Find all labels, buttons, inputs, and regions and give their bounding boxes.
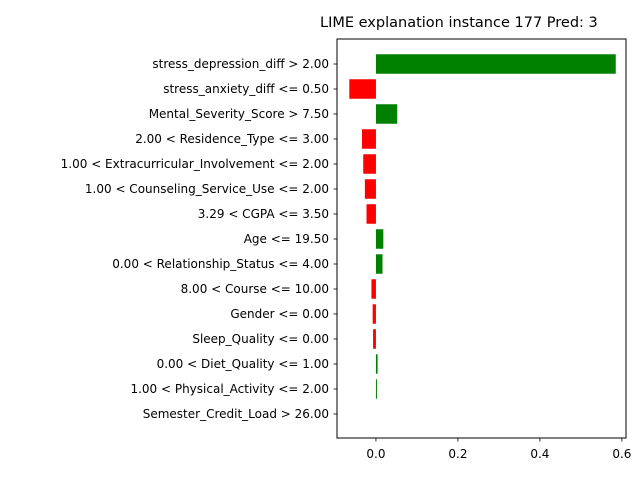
y-tick-label: Semester_Credit_Load > 26.00	[143, 407, 329, 421]
bar	[366, 204, 376, 224]
bar	[375, 254, 383, 274]
y-tick-label: 2.00 < Residence_Type <= 3.00	[135, 132, 329, 146]
bar	[375, 54, 616, 74]
x-tick-label: 0.2	[448, 447, 467, 461]
y-tick-label: 8.00 < Course <= 10.00	[181, 282, 329, 296]
y-tick-label: 0.00 < Diet_Quality <= 1.00	[157, 357, 329, 371]
y-tick-label: Mental_Severity_Score > 7.50	[149, 107, 329, 121]
bars-group	[349, 54, 616, 399]
x-tick-label: 0.6	[612, 447, 631, 461]
y-tick-label: 3.29 < CGPA <= 3.50	[198, 207, 329, 221]
bar	[375, 229, 384, 249]
y-tick-label: 1.00 < Extracurricular_Involvement <= 2.…	[61, 157, 329, 171]
y-tick-label: Age <= 19.50	[244, 232, 329, 246]
bar	[375, 379, 377, 399]
bar	[375, 354, 378, 374]
y-tick-label: 1.00 < Physical_Activity <= 2.00	[130, 382, 329, 396]
bar	[373, 329, 376, 349]
bar	[363, 154, 376, 174]
y-tick-label: Gender <= 0.00	[230, 307, 329, 321]
x-axis: 0.0 0.2 0.4 0.6	[366, 438, 631, 461]
chart-title: LIME explanation instance 177 Pred: 3	[320, 15, 598, 31]
x-tick-label: 0.0	[366, 447, 385, 461]
plot-frame	[336, 38, 627, 439]
bar	[372, 304, 376, 324]
y-tick-label: 1.00 < Counseling_Service_Use <= 2.00	[85, 182, 329, 196]
y-tick-labels: stress_depression_diff > 2.00 stress_anxi…	[61, 57, 337, 421]
bar	[349, 79, 376, 99]
y-tick-label: stress_anxiety_diff <= 0.50	[163, 82, 329, 96]
bar	[371, 279, 376, 299]
y-tick-label: Sleep_Quality <= 0.00	[192, 332, 329, 346]
y-tick-label: stress_depression_diff > 2.00	[152, 57, 329, 71]
y-tick-label: 0.00 < Relationship_Status <= 4.00	[112, 257, 329, 271]
bar	[364, 179, 376, 199]
x-tick-label: 0.4	[530, 447, 549, 461]
bar	[375, 104, 398, 124]
bar	[362, 129, 376, 149]
